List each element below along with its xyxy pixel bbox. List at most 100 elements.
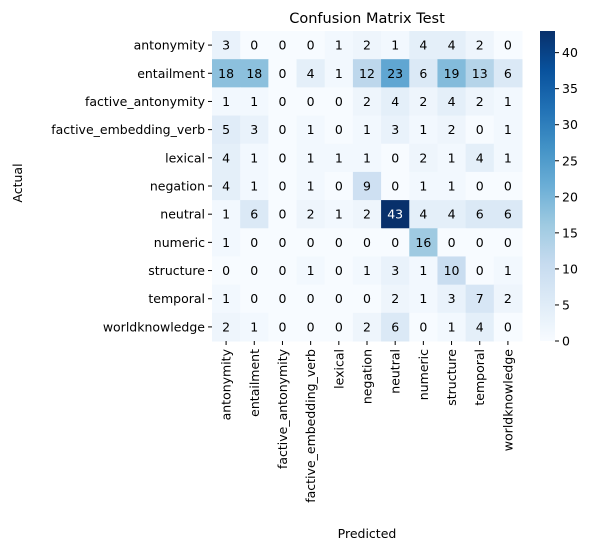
heatmap-cell	[268, 31, 298, 60]
cell-value-label: 1	[222, 291, 230, 306]
chart-title: Confusion Matrix Test	[289, 11, 445, 27]
cell-value-label: 43	[387, 207, 403, 222]
heatmap-cell	[465, 143, 495, 173]
heatmap-cell	[212, 200, 241, 229]
x-tick-label: factive_embedding_verb	[303, 349, 318, 503]
heatmap-cell	[268, 312, 298, 342]
cell-value-label: 1	[307, 263, 315, 278]
heatmap-cell	[409, 115, 438, 145]
heatmap-cell	[437, 256, 467, 286]
heatmap-cell	[296, 31, 326, 60]
heatmap-cell	[381, 284, 410, 314]
cell-value-label: 3	[448, 291, 456, 306]
y-tick-label: temporal	[148, 291, 205, 306]
cell-value-label: 4	[448, 94, 456, 109]
heatmap-cell	[493, 115, 523, 145]
cell-value-label: 0	[278, 291, 286, 306]
colorbar-tick-label: 30	[562, 117, 578, 132]
heatmap-cell	[409, 59, 438, 88]
cell-value-label: 1	[504, 122, 512, 137]
cell-value-label: 1	[335, 66, 343, 81]
cell-value-label: 0	[250, 38, 258, 53]
cell-value-label: 0	[476, 263, 484, 278]
cell-value-label: 0	[278, 66, 286, 81]
cell-value-label: 12	[359, 66, 375, 81]
colorbar-tick-label: 5	[562, 297, 570, 312]
heatmap-cell	[409, 87, 438, 117]
x-tick-label: entailment	[247, 349, 262, 417]
heatmap-cell	[493, 256, 523, 286]
cell-value-label: 16	[415, 235, 431, 250]
heatmap-cell	[381, 256, 410, 286]
colorbar-tick-label: 40	[562, 45, 578, 60]
cell-value-label: 1	[222, 235, 230, 250]
cell-value-label: 9	[363, 179, 371, 194]
cell-value-label: 3	[391, 122, 399, 137]
cell-value-label: 0	[419, 319, 427, 334]
heatmap-cells	[212, 31, 523, 342]
heatmap-cell	[465, 256, 495, 286]
cell-value-label: 0	[307, 291, 315, 306]
cell-value-label: 0	[391, 179, 399, 194]
heatmap-cell	[352, 312, 382, 342]
cell-value-label: 1	[250, 150, 258, 165]
heatmap-cell	[212, 171, 241, 201]
heatmap-cell	[296, 312, 326, 342]
cell-value-label: 0	[504, 235, 512, 250]
heatmap-cell	[352, 31, 382, 60]
cell-value-label: 2	[363, 38, 371, 53]
cell-value-label: 4	[307, 66, 315, 81]
heatmap-cell	[437, 200, 467, 229]
cell-value-label: 2	[476, 38, 484, 53]
cell-value-label: 0	[391, 150, 399, 165]
cell-value-label: 0	[504, 319, 512, 334]
cell-value-label: 1	[250, 94, 258, 109]
cell-value-label: 4	[448, 38, 456, 53]
cell-value-label: 0	[335, 122, 343, 137]
heatmap-cell	[409, 143, 438, 173]
heatmap-cell	[324, 284, 354, 314]
cell-value-label: 2	[363, 207, 371, 222]
y-axis-ticks: antonymity entailment factive_antonymityfa…	[51, 38, 212, 334]
cell-value-label: 0	[307, 319, 315, 334]
heatmap-cell	[437, 284, 467, 314]
y-tick-label: numeric	[154, 235, 205, 250]
heatmap-cell	[437, 171, 467, 201]
cell-value-label: 0	[476, 235, 484, 250]
cell-value-label: 3	[391, 263, 399, 278]
cell-value-label: 0	[278, 235, 286, 250]
heatmap-cell	[324, 59, 354, 88]
heatmap-cell	[465, 87, 495, 117]
cell-value-label: 1	[307, 150, 315, 165]
cell-value-label: 0	[335, 291, 343, 306]
cell-value-label: 0	[278, 263, 286, 278]
heatmap-cell	[212, 31, 241, 60]
cell-value-label: 1	[250, 319, 258, 334]
cell-value-label: 6	[476, 207, 484, 222]
cell-value-label: 4	[222, 179, 230, 194]
cell-value-label: 1	[363, 263, 371, 278]
cell-value-label: 0	[504, 179, 512, 194]
heatmap-cell	[324, 171, 354, 201]
heatmap-cell	[465, 312, 495, 342]
cell-value-label: 1	[222, 94, 230, 109]
heatmap-cell	[268, 143, 298, 173]
y-tick-label: factive_antonymity	[85, 94, 206, 109]
cell-value-label: 1	[222, 207, 230, 222]
heatmap-cell	[493, 228, 523, 257]
cell-value-label: 1	[504, 150, 512, 165]
cell-value-label: 2	[222, 319, 230, 334]
cell-value-label: 1	[307, 122, 315, 137]
cell-value-label: 2	[363, 319, 371, 334]
heatmap-cell	[296, 200, 326, 229]
heatmap-cell	[296, 171, 326, 201]
cell-value-label: 0	[335, 235, 343, 250]
heatmap-cell	[409, 256, 438, 286]
heatmap-cell	[296, 228, 326, 257]
heatmap-cell	[296, 59, 326, 88]
heatmap-cell	[381, 143, 410, 173]
heatmap-cell	[409, 31, 438, 60]
heatmap-cell	[381, 200, 410, 229]
heatmap-cell	[465, 115, 495, 145]
